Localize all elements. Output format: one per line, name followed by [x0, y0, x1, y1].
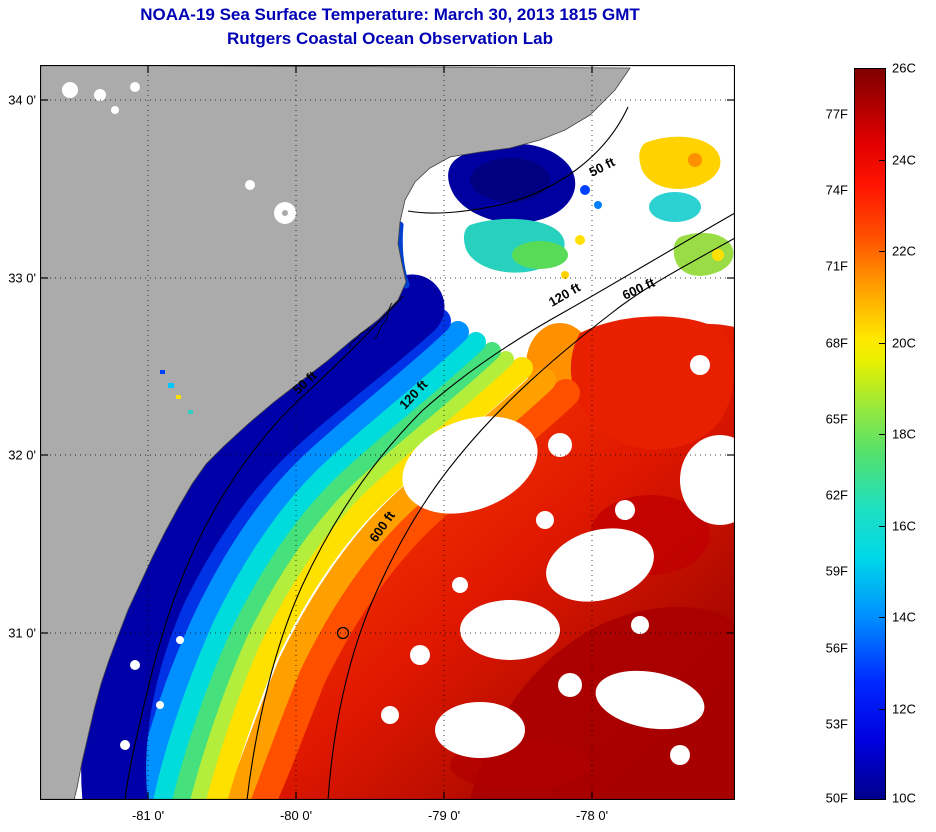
cbar-f-56: 56F — [825, 640, 848, 656]
cbar-c-24: 24C — [892, 152, 916, 168]
shoreline-specks — [160, 370, 193, 414]
cbar-tick — [879, 526, 886, 527]
sst-map-plot: 50 ft 120 ft 600 ft 50 ft 120 ft 600 ft — [40, 65, 735, 800]
cbar-c-12: 12C — [892, 701, 916, 717]
cbar-f-59: 59F — [825, 563, 848, 579]
depth-contours — [124, 106, 735, 800]
cbar-c-10: 10C — [892, 790, 916, 806]
cbar-tick — [879, 617, 886, 618]
cbar-f-68: 68F — [825, 335, 848, 351]
land-region — [40, 65, 631, 800]
cbar-f-77: 77F — [825, 106, 848, 122]
y-tick-label-34: 34 0' — [8, 92, 36, 108]
contour-120ft — [246, 212, 735, 800]
cbar-f-74: 74F — [825, 182, 848, 198]
cbar-c-18: 18C — [892, 426, 916, 442]
cbar-c-26: 26C — [892, 60, 916, 76]
cbar-tick — [879, 251, 886, 252]
cbar-tick — [879, 434, 886, 435]
coastline — [40, 65, 631, 800]
y-tick-label-31: 31 0' — [8, 625, 36, 641]
cbar-c-14: 14C — [892, 609, 916, 625]
cbar-f-53: 53F — [825, 716, 848, 732]
cbar-c-16: 16C — [892, 518, 916, 534]
contour-50ft-south — [124, 295, 404, 800]
x-tick-label-81: -81 0' — [131, 808, 165, 823]
figure-title: NOAA-19 Sea Surface Temperature: March 3… — [140, 5, 640, 24]
cbar-f-62: 62F — [825, 487, 848, 503]
cloud-mask — [120, 355, 735, 765]
island-dot — [282, 210, 288, 216]
station-marker — [336, 626, 350, 640]
graticule — [40, 65, 735, 800]
contour-50ft-north — [407, 106, 629, 214]
cbar-c-22: 22C — [892, 243, 916, 259]
cbar-f-50: 50F — [825, 790, 848, 806]
right-edge-patches — [639, 136, 734, 276]
figure-subtitle: Rutgers Coastal Ocean Observation Lab — [227, 29, 553, 48]
plot-border — [40, 65, 735, 800]
y-tick-label-32: 32 0' — [8, 447, 36, 463]
x-tick-label-80: -80 0' — [279, 808, 313, 823]
cbar-tick — [879, 709, 886, 710]
x-tick-label-79: -79 0' — [427, 808, 461, 823]
cbar-f-71: 71F — [825, 258, 848, 274]
sst-map-canvas: 50 ft 120 ft 600 ft 50 ft 120 ft 600 ft — [40, 65, 735, 800]
cbar-tick — [879, 343, 886, 344]
cbar-c-20: 20C — [892, 335, 916, 351]
cold-pocket-long-bay — [448, 143, 602, 279]
x-tick-label-78: -78 0' — [575, 808, 609, 823]
axis-ticks — [40, 65, 735, 800]
contour-600ft — [327, 237, 735, 800]
cbar-tick — [879, 160, 886, 161]
y-tick-label-33: 33 0' — [8, 270, 36, 286]
cbar-f-65: 65F — [825, 411, 848, 427]
